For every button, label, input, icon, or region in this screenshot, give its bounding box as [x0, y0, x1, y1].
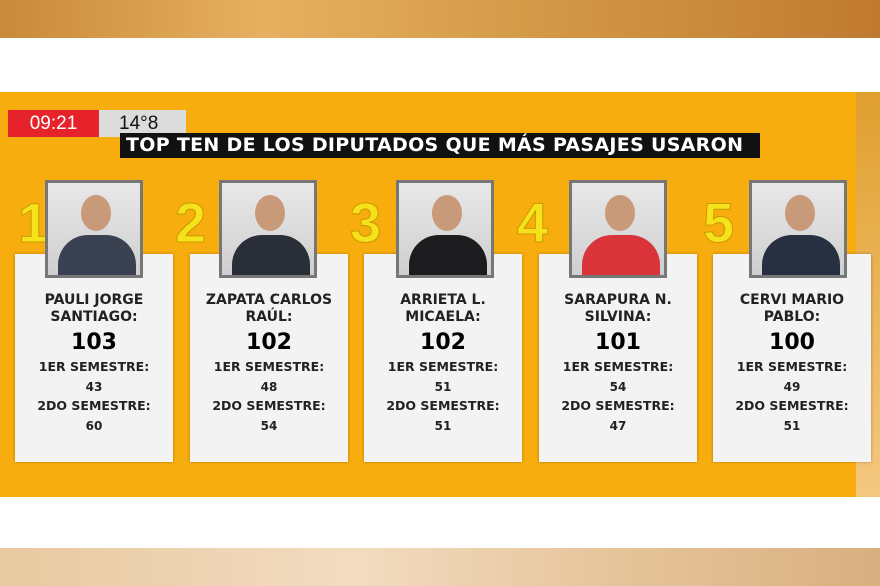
second-semester-label: 2DO SEMESTRE: [561, 398, 675, 413]
total-passages: 102 [420, 330, 466, 355]
total-passages: 101 [595, 330, 641, 355]
second-semester-label: 2DO SEMESTRE: [212, 398, 326, 413]
deputy-card: CERVI MARIO PABLO: 100 1ER SEMESTRE: 49 … [713, 254, 871, 462]
deputy-name: ZAPATA CARLOS RAÚL: [205, 292, 333, 325]
first-semester-value: 54 [609, 380, 627, 394]
total-passages: 100 [769, 330, 815, 355]
headline: TOP TEN DE LOS DIPUTADOS QUE MÁS PASAJES… [120, 133, 760, 158]
deputy-photo [569, 180, 667, 278]
total-passages: 102 [246, 330, 292, 355]
second-semester-value: 54 [260, 419, 278, 433]
second-semester-label: 2DO SEMESTRE: [37, 398, 151, 413]
temperature: 14°8 [99, 110, 186, 137]
rank-number: 2 [174, 191, 207, 255]
rank-number: 3 [349, 191, 382, 255]
total-passages: 103 [71, 330, 117, 355]
second-semester-value: 47 [609, 419, 627, 433]
deputy-photo [396, 180, 494, 278]
deputy-card: ZAPATA CARLOS RAÚL: 102 1ER SEMESTRE: 48… [190, 254, 348, 462]
rank-number: 4 [516, 191, 549, 255]
deputy-card: SARAPURA N. SILVINA: 101 1ER SEMESTRE: 5… [539, 254, 697, 462]
deputy-name: SARAPURA N. SILVINA: [564, 292, 672, 325]
deputy-photo [219, 180, 317, 278]
first-semester-label: 1ER SEMESTRE: [736, 359, 848, 374]
deputy-name: PAULI JORGE SANTIAGO: [44, 292, 144, 325]
second-semester-value: 51 [783, 419, 801, 433]
deputy-name: CERVI MARIO PABLO: [739, 292, 845, 325]
rank-number: 5 [702, 191, 735, 255]
infographic-panel: 09:21 14°8 TOP TEN DE LOS DIPUTADOS QUE … [0, 92, 880, 497]
deputy-photo [749, 180, 847, 278]
deputy-photo [45, 180, 143, 278]
second-semester-value: 51 [434, 419, 452, 433]
first-semester-label: 1ER SEMESTRE: [562, 359, 674, 374]
second-semester-value: 60 [85, 419, 103, 433]
first-semester-value: 43 [85, 380, 103, 394]
clock: 09:21 [8, 110, 99, 137]
first-semester-value: 49 [783, 380, 801, 394]
first-semester-label: 1ER SEMESTRE: [387, 359, 499, 374]
first-semester-value: 48 [260, 380, 278, 394]
deputy-card: ARRIETA L. MICAELA: 102 1ER SEMESTRE: 51… [364, 254, 522, 462]
second-semester-label: 2DO SEMESTRE: [386, 398, 500, 413]
first-semester-label: 1ER SEMESTRE: [213, 359, 325, 374]
second-semester-label: 2DO SEMESTRE: [735, 398, 849, 413]
first-semester-label: 1ER SEMESTRE: [38, 359, 150, 374]
first-semester-value: 51 [434, 380, 452, 394]
blurred-top-band [0, 0, 880, 38]
blurred-bottom-band [0, 548, 880, 586]
deputy-card: PAULI JORGE SANTIAGO: 103 1ER SEMESTRE: … [15, 254, 173, 462]
rank-number: 1 [17, 191, 50, 255]
deputy-name: ARRIETA L. MICAELA: [400, 292, 486, 325]
